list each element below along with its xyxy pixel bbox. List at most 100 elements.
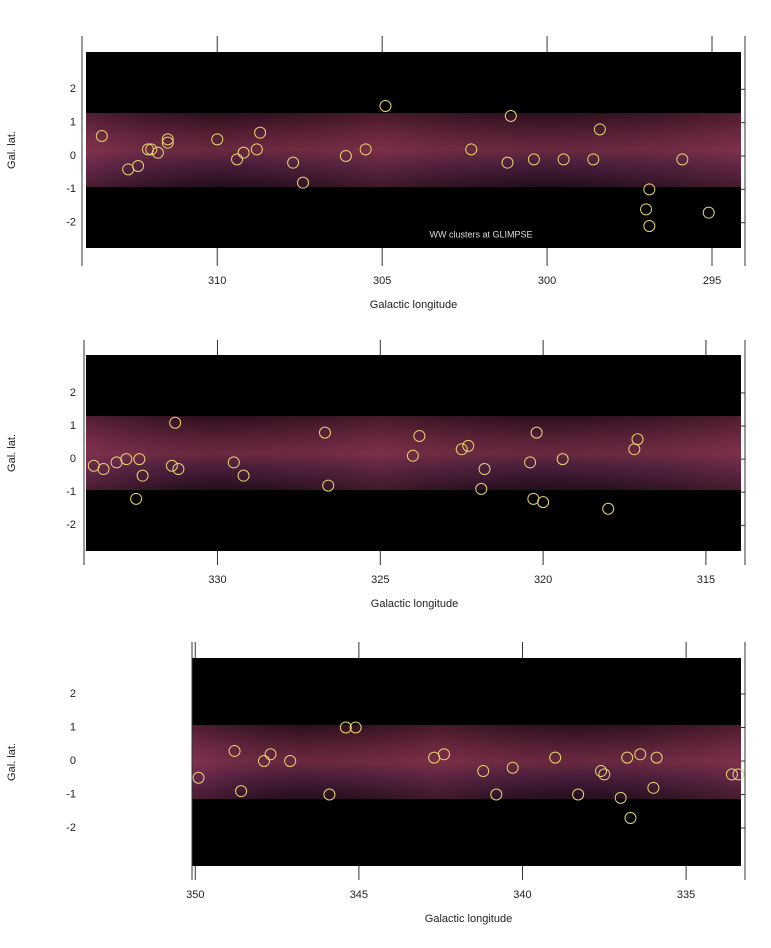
cluster-marker bbox=[284, 755, 297, 767]
cluster-marker bbox=[257, 755, 270, 767]
cluster-marker bbox=[136, 469, 149, 482]
y-tick-label: 1 bbox=[70, 721, 76, 733]
cluster-marker bbox=[145, 143, 158, 156]
y-tick-label: 2 bbox=[70, 83, 76, 95]
cluster-marker bbox=[527, 153, 540, 166]
cluster-marker bbox=[501, 156, 514, 169]
y-tick-label: 0 bbox=[70, 453, 76, 465]
cluster-marker bbox=[211, 133, 224, 146]
cluster-marker bbox=[475, 482, 488, 495]
cluster-marker bbox=[192, 771, 205, 784]
cluster-marker bbox=[647, 781, 660, 794]
cluster-marker bbox=[614, 791, 627, 804]
cluster-marker bbox=[254, 126, 267, 139]
x-tick-label: 345 bbox=[350, 889, 368, 901]
cluster-marker bbox=[237, 469, 250, 482]
y-tick-label: -1 bbox=[66, 486, 76, 498]
cluster-marker bbox=[462, 439, 475, 452]
cluster-marker bbox=[132, 160, 145, 172]
x-tick-label: 335 bbox=[677, 889, 695, 901]
cluster-marker bbox=[287, 156, 300, 169]
cluster-marker bbox=[643, 183, 656, 196]
y-tick-label: 2 bbox=[70, 387, 76, 399]
cluster-marker bbox=[437, 748, 450, 761]
cluster-marker bbox=[530, 426, 543, 439]
x-tick-label: 320 bbox=[534, 574, 552, 586]
galactic-band-glow bbox=[192, 725, 741, 799]
cluster-marker bbox=[506, 761, 519, 774]
y-tick-label: 0 bbox=[70, 150, 76, 162]
y-tick-label: 1 bbox=[70, 420, 76, 432]
cluster-marker bbox=[237, 146, 250, 159]
cluster-marker bbox=[676, 153, 689, 166]
cluster-marker bbox=[130, 492, 143, 505]
cluster-marker bbox=[624, 811, 637, 824]
cluster-marker bbox=[504, 110, 517, 122]
cluster-marker bbox=[120, 453, 133, 466]
panel: 330 325 320 315 2 1 0 -1 -2 Galactic longitude Gal… bbox=[6, 340, 746, 610]
x-axis-label: Galactic longitude bbox=[371, 598, 458, 610]
y-tick-label: -1 bbox=[66, 183, 76, 195]
x-tick-label: 310 bbox=[208, 275, 226, 287]
cluster-marker bbox=[465, 143, 478, 156]
y-tick-label: -2 bbox=[66, 822, 76, 834]
cluster-marker bbox=[95, 130, 108, 142]
y-axis-label: Gal. lat. bbox=[6, 434, 18, 472]
cluster-marker bbox=[161, 136, 174, 149]
cluster-marker bbox=[537, 496, 550, 509]
cluster-marker bbox=[455, 443, 468, 456]
x-axis-label: Galactic longitude bbox=[370, 299, 457, 311]
cluster-marker bbox=[602, 502, 615, 515]
cluster-marker bbox=[572, 788, 585, 801]
x-tick-label: 325 bbox=[371, 574, 389, 586]
cluster-marker bbox=[643, 220, 656, 232]
cluster-marker bbox=[595, 765, 608, 778]
annotation: WW clusters at GLIMPSE bbox=[429, 229, 532, 239]
y-tick-label: 1 bbox=[70, 117, 76, 129]
cluster-marker bbox=[634, 748, 647, 761]
cluster-marker bbox=[379, 100, 392, 112]
cluster-marker bbox=[228, 744, 241, 757]
cluster-marker bbox=[621, 751, 634, 764]
cluster-marker bbox=[477, 765, 490, 778]
cluster-marker bbox=[97, 463, 110, 476]
galactic-band-glow bbox=[86, 113, 741, 187]
cluster-marker bbox=[235, 785, 248, 798]
x-tick-label: 350 bbox=[186, 889, 204, 901]
cluster-marker bbox=[339, 721, 352, 734]
y-tick-label: 0 bbox=[70, 755, 76, 767]
cluster-marker bbox=[349, 721, 362, 734]
cluster-marker bbox=[172, 463, 185, 476]
cluster-marker bbox=[478, 463, 491, 476]
y-tick-label: -2 bbox=[66, 519, 76, 531]
y-tick-label: 2 bbox=[70, 688, 76, 700]
panel: 350 345 340 335 2 1 0 -1 -2 Galactic longitude Gal… bbox=[6, 642, 746, 925]
cluster-marker bbox=[161, 133, 174, 146]
cluster-marker bbox=[702, 206, 715, 219]
x-axis-label: Galactic longitude bbox=[425, 913, 512, 925]
cluster-marker bbox=[490, 788, 503, 801]
cluster-marker bbox=[151, 146, 164, 159]
cluster-marker bbox=[640, 203, 653, 216]
cluster-marker bbox=[322, 479, 335, 492]
cluster-marker bbox=[732, 768, 745, 781]
cluster-marker bbox=[359, 143, 372, 156]
cluster-marker bbox=[318, 426, 331, 439]
y-tick-label: -2 bbox=[66, 217, 76, 229]
cluster-marker bbox=[133, 453, 146, 466]
panel: 310 305 300 295 2 1 0 -1 -2 Galactic longitude Gal… bbox=[6, 36, 746, 311]
cluster-marker bbox=[264, 748, 277, 761]
x-tick-label: 315 bbox=[697, 574, 715, 586]
cluster-marker bbox=[557, 153, 570, 166]
cluster-marker bbox=[169, 416, 182, 429]
cluster-marker bbox=[725, 768, 738, 781]
x-tick-label: 305 bbox=[373, 275, 391, 287]
cluster-marker bbox=[165, 459, 178, 472]
cluster-marker bbox=[598, 768, 611, 781]
x-tick-label: 340 bbox=[513, 889, 531, 901]
galactic-band-glow bbox=[86, 416, 741, 490]
cluster-marker bbox=[593, 123, 606, 136]
x-tick-label: 300 bbox=[538, 275, 556, 287]
x-tick-label: 330 bbox=[208, 574, 226, 586]
